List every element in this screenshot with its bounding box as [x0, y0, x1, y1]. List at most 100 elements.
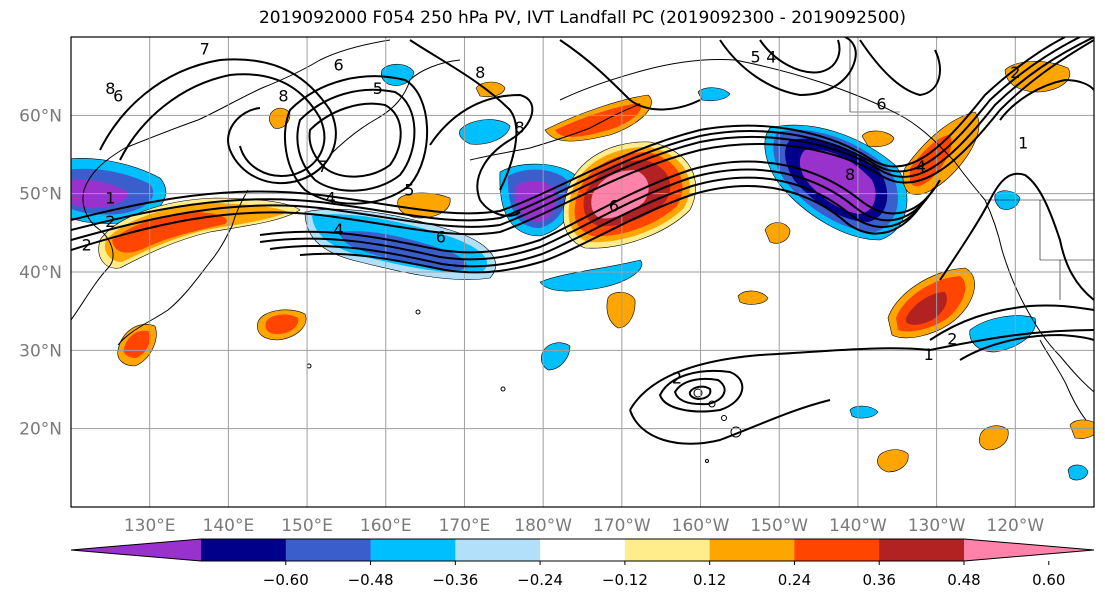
contour-label: 1 — [105, 189, 115, 208]
contour-label: 8 — [105, 79, 115, 98]
pv-contour — [299, 185, 923, 274]
coastlines — [71, 39, 1094, 421]
contour-label: 5 — [404, 181, 414, 200]
small-pos-20n-125w — [978, 425, 1009, 451]
colorbar-segment — [709, 539, 795, 561]
pv-contour — [259, 160, 941, 254]
coast-asia — [71, 39, 391, 321]
small-pos-44n-150w — [764, 222, 791, 244]
colorbar-tick-label: 0.60 — [1032, 571, 1065, 589]
lon-tick-label: 150°E — [281, 516, 333, 536]
coast-na-west — [984, 199, 1094, 393]
lat-tick-label: 40°N — [19, 263, 62, 283]
colorbar-segment — [455, 539, 541, 561]
colorbar-extend-max — [964, 539, 1094, 561]
coast-aleutians — [469, 103, 641, 161]
small-neg-15n-120w — [1067, 464, 1089, 481]
contour-label: 5 — [373, 79, 383, 98]
pv-contour — [719, 37, 857, 97]
pv-contour — [99, 58, 337, 185]
pv-contour — [71, 39, 1094, 251]
lon-tick-label: 180°W — [514, 516, 572, 536]
coast-kamchatka — [329, 59, 461, 156]
pv-contour — [284, 75, 428, 205]
neg-anomaly-central-core — [340, 231, 467, 270]
lon-tick-label: 150°W — [750, 516, 808, 536]
pv-contour — [629, 329, 1094, 445]
pos-anomaly-north-core — [555, 103, 641, 137]
colorbar-extend-min — [71, 539, 201, 561]
lon-tick-label: 160°W — [672, 516, 730, 536]
colorbar-tick-label: −0.48 — [348, 571, 394, 589]
contour-label: 6 — [333, 55, 343, 74]
pos-anomaly-japan-mid — [104, 203, 289, 262]
coast-baja — [1039, 339, 1087, 421]
contour-label: 1 — [1018, 134, 1028, 153]
colorbar-tick-label: −0.24 — [517, 571, 563, 589]
map-title: 2019092000 F054 250 hPa PV, IVT Landfall… — [258, 8, 906, 28]
lon-tick-label: 160°E — [360, 516, 412, 536]
pv-contour — [859, 39, 941, 97]
contour-label: 4 — [916, 157, 926, 176]
contour-label: 2 — [672, 369, 682, 388]
borders-na — [985, 199, 1094, 300]
colorbar-tick-label: 0.48 — [947, 571, 980, 589]
small-pos-55n-140w — [861, 130, 895, 148]
lon-tick-label: 120°W — [986, 516, 1044, 536]
contour-label: 2 — [82, 236, 92, 255]
lon-tick-label: 170°W — [593, 516, 651, 536]
contour-label: 4 — [326, 189, 336, 208]
pv-contour — [308, 102, 402, 178]
axis-labels: 130°E 140°E 150°E 160°E 170°E 180°W 170°W 160°W… — [19, 106, 1044, 536]
pv-contour — [259, 168, 935, 261]
colorbar-tick-label: 0.12 — [693, 571, 726, 589]
hawaii-island-1 — [693, 388, 703, 398]
small-neg-38n-175w — [539, 259, 643, 292]
contour-label: 8 — [475, 63, 485, 82]
small-neg-30n-180 — [540, 342, 571, 371]
contour-label: 6 — [436, 228, 446, 247]
lat-tick-label: 20°N — [19, 420, 62, 440]
colorbar-tick-label: −0.36 — [432, 571, 478, 589]
colorbar-tick-label: 0.36 — [863, 571, 896, 589]
pv-contour — [673, 377, 726, 406]
pos-anomaly-japan-core — [112, 212, 227, 253]
contour-label: 2 — [105, 212, 115, 231]
colorbar-outline — [70, 538, 1095, 562]
small-pos-33n-150e-core — [265, 314, 299, 334]
contour-label: 4 — [333, 220, 343, 239]
contour-label: 8 — [514, 118, 524, 137]
pv-contour — [959, 333, 1094, 361]
contour-label: 1 — [924, 345, 934, 364]
pv-contour — [658, 369, 744, 413]
lon-tick-label: 170°E — [439, 516, 491, 536]
colorbar-group: −0.60 −0.48 −0.36 −0.24 −0.12 0.12 0.24 0.36 0.4… — [70, 538, 1095, 589]
lon-tick-label: 130°W — [908, 516, 966, 536]
colorbar-segment — [540, 539, 626, 561]
colorbar-tick-label: 0.24 — [778, 571, 811, 589]
lon-tick-label: 140°W — [829, 516, 887, 536]
small-pos-32n-125e-core — [123, 330, 151, 358]
lat-tick-label: 60°N — [19, 106, 62, 126]
coast-alaska — [559, 59, 986, 201]
contour-label: 6 — [876, 95, 886, 114]
map-frame — [70, 36, 1095, 508]
pv-contour — [559, 39, 701, 111]
colorbar-segment — [201, 539, 287, 561]
contour-label: 7 — [318, 157, 328, 176]
small-pos-37n-150w — [737, 290, 769, 305]
island-6 — [500, 386, 506, 392]
small-pos-37n-170w — [606, 291, 636, 329]
pv-contours — [71, 37, 1094, 445]
contour-label: 2 — [947, 330, 957, 349]
colorbar-tick-label: −0.12 — [602, 571, 648, 589]
colorbar-segment — [624, 539, 711, 561]
island-8 — [705, 459, 709, 463]
small-pos-20n-135w — [877, 449, 909, 473]
pv-contour — [759, 39, 841, 74]
small-pos-60n-178e — [475, 81, 506, 98]
contour-label: 2 — [1010, 63, 1020, 82]
small-pos-20n-117w — [1069, 419, 1094, 439]
